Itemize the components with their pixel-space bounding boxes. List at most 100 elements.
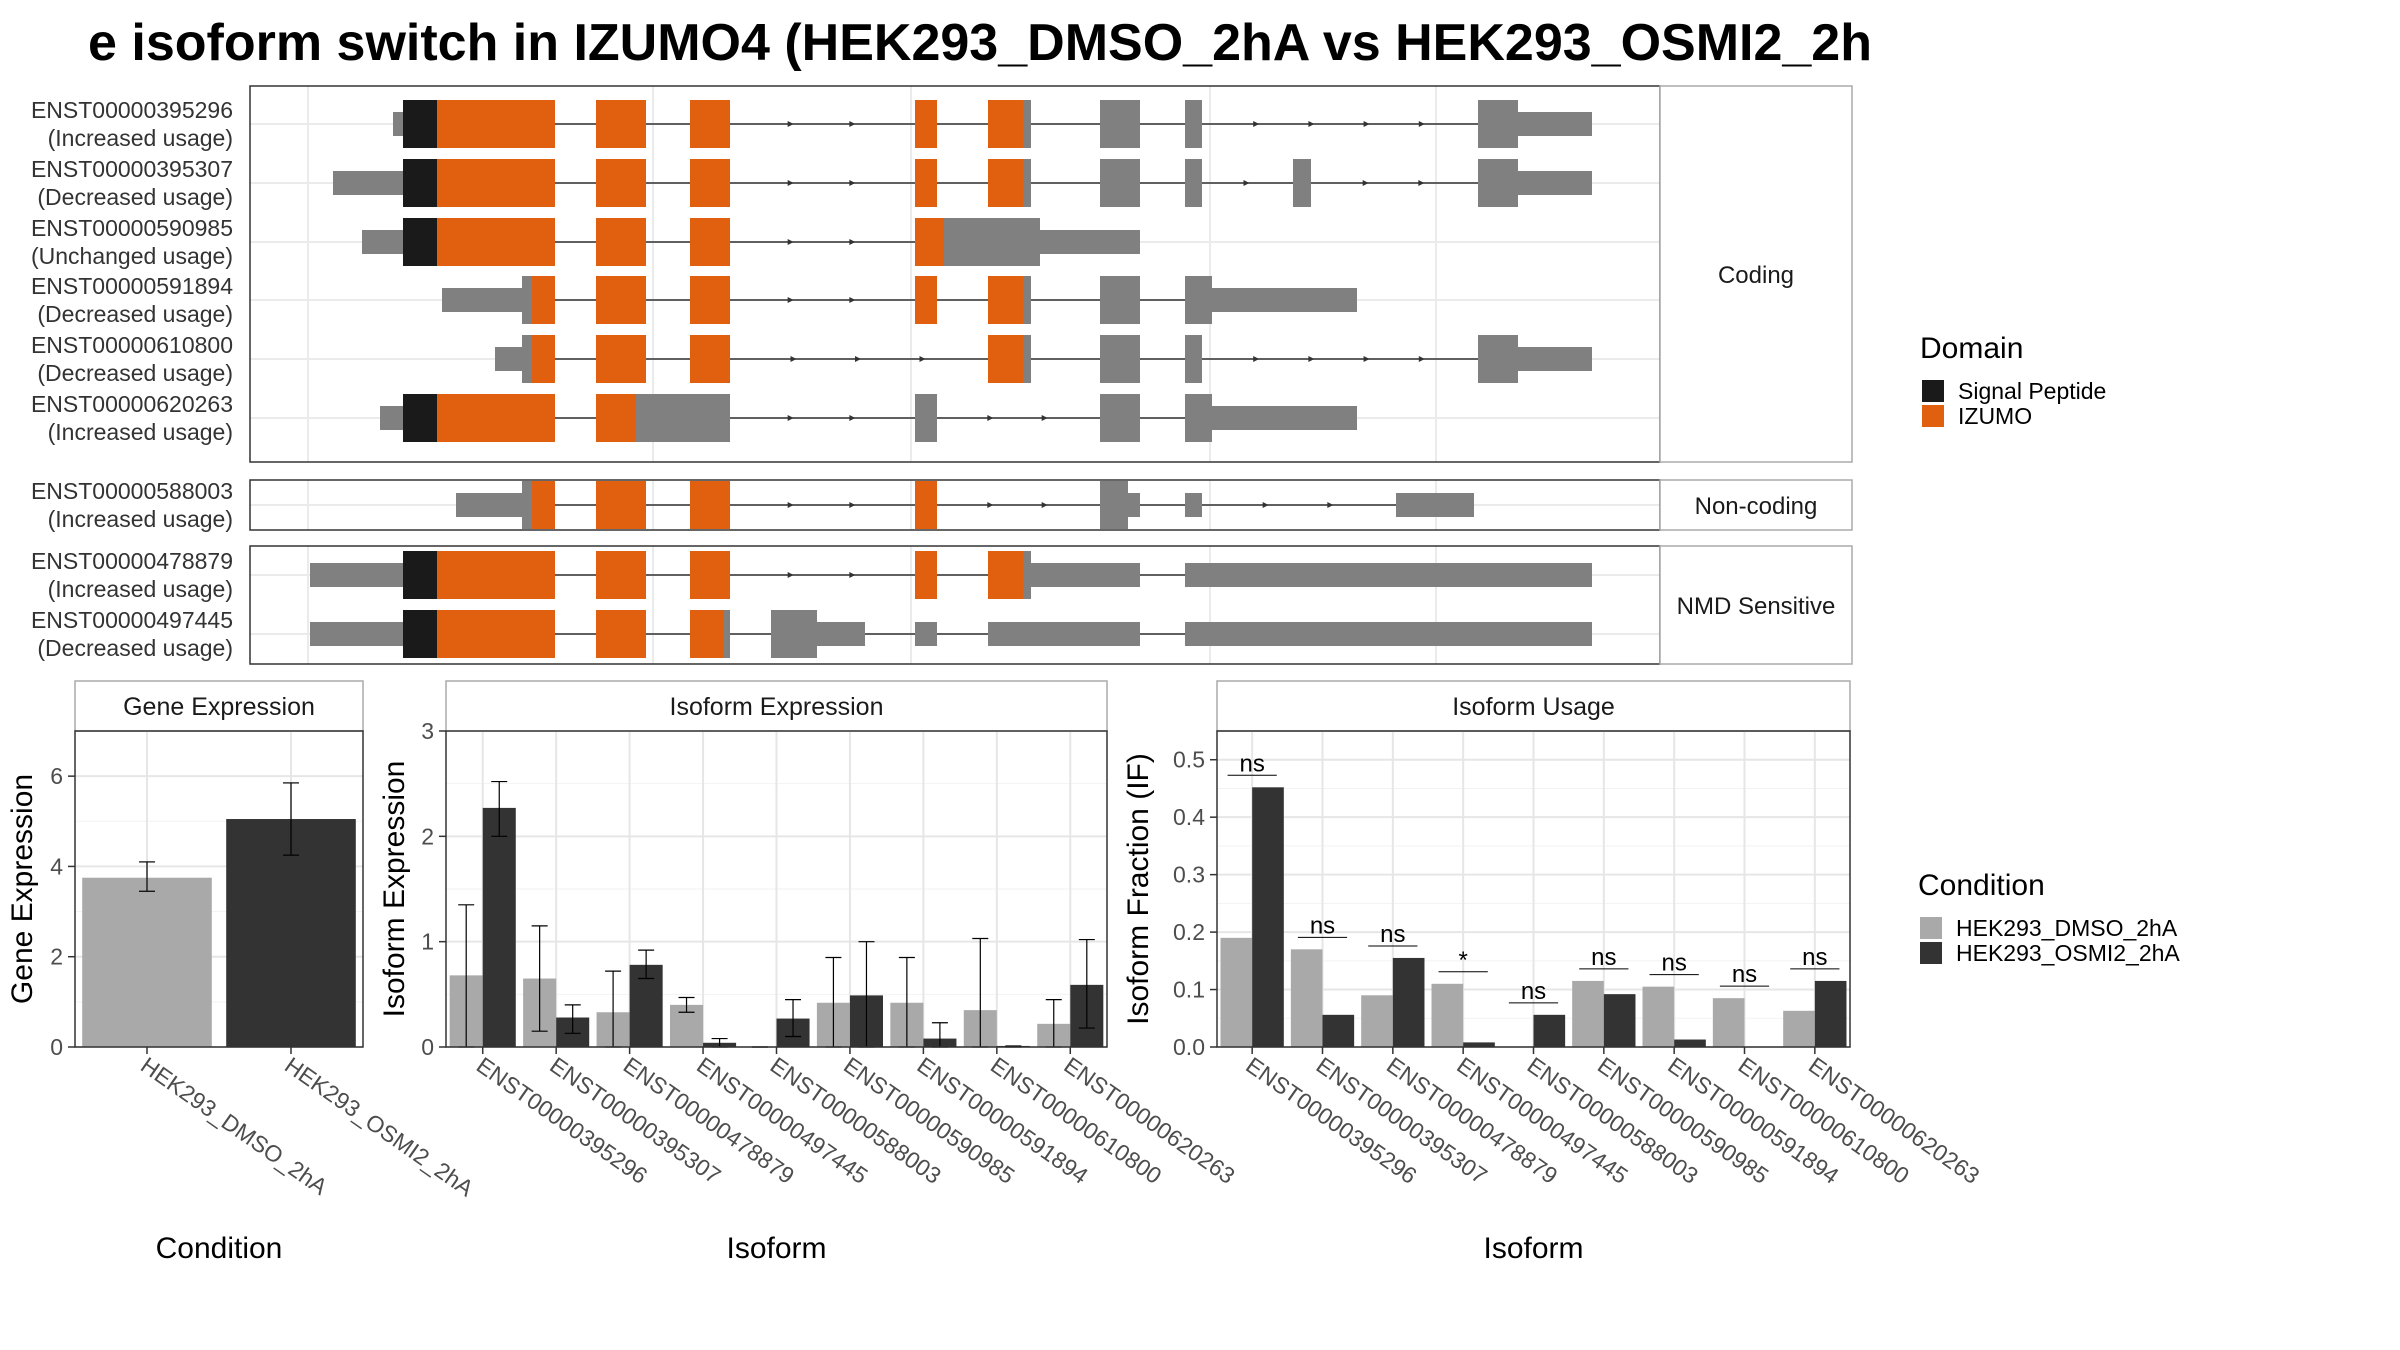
- exon-block: [437, 551, 555, 599]
- condition-legend-label: HEK293_DMSO_2hA: [1956, 915, 2178, 941]
- exon-block: [1185, 493, 1202, 517]
- significance-label: ns: [1310, 912, 1335, 939]
- exon-block: [437, 610, 555, 658]
- strand-arrow: [787, 121, 794, 127]
- significance-label: ns: [1661, 950, 1686, 977]
- strand-arrow: [1327, 502, 1334, 508]
- strand-arrow: [1362, 180, 1369, 186]
- strand-arrow: [1041, 502, 1048, 508]
- plot-border: [1216, 730, 1851, 1048]
- exon-block: [690, 218, 730, 266]
- exon-block: [532, 276, 555, 324]
- exon-block: [1023, 276, 1031, 324]
- y-tick-label: 2: [50, 944, 63, 970]
- exon-block: [596, 394, 636, 442]
- exon-block: [362, 230, 403, 254]
- figure-title-container: e isoform switch in IZUMO4 (HEK293_DMSO_…: [0, 6, 1872, 80]
- y-tick-label: 0.1: [1173, 977, 1205, 1003]
- exon-block: [1023, 159, 1031, 207]
- exon-block: [596, 218, 646, 266]
- strand-arrow: [787, 239, 794, 245]
- figure-title: e isoform switch in IZUMO4 (HEK293_DMSO_…: [88, 14, 1872, 72]
- exon-block: [1023, 100, 1031, 148]
- exon-block: [988, 551, 1023, 599]
- significance-label: ns: [1521, 978, 1546, 1005]
- strand-arrow: [1418, 356, 1425, 362]
- exon-block: [690, 335, 730, 383]
- y-tick-label: 1: [421, 929, 434, 955]
- exon-block: [988, 100, 1023, 148]
- transcript-model: [362, 218, 1140, 266]
- transcript-usage-label: (Increased usage): [48, 506, 233, 532]
- x-axis-title: Isoform: [726, 1232, 826, 1265]
- exon-block: [690, 481, 730, 529]
- exon-block: [403, 551, 437, 599]
- exon-block: [1396, 493, 1474, 517]
- significance-label: ns: [1239, 750, 1264, 777]
- strand-arrow: [849, 121, 856, 127]
- exon-block: [1100, 335, 1140, 383]
- condition-legend-swatch: [1920, 942, 1942, 964]
- strand-arrow: [1041, 415, 1048, 421]
- exon-block: [690, 100, 730, 148]
- strand-arrow: [787, 180, 794, 186]
- facet-strip: [1659, 545, 1853, 665]
- exon-block: [403, 218, 437, 266]
- y-tick-label: 0.2: [1173, 919, 1205, 945]
- domain-legend-title: Domain: [1920, 332, 2023, 365]
- y-tick-label: 0.4: [1173, 804, 1205, 830]
- exon-block: [442, 288, 522, 312]
- exon-block: [596, 481, 646, 529]
- bar: [1252, 787, 1284, 1047]
- exon-block: [988, 335, 1023, 383]
- strand-arrow: [1243, 180, 1250, 186]
- significance-label: ns: [1591, 944, 1616, 971]
- transcript-usage-label: (Increased usage): [48, 576, 233, 602]
- exon-block: [596, 159, 646, 207]
- bar: [1463, 1042, 1495, 1047]
- transcript-model: [393, 100, 1592, 148]
- bar: [1814, 980, 1847, 1047]
- structure-panel: [249, 479, 1853, 531]
- exon-block: [944, 218, 1040, 266]
- chart-title: Isoform Usage: [1452, 693, 1615, 721]
- strand-arrow: [849, 415, 856, 421]
- bar: [82, 877, 212, 1047]
- chart-title-strip: [1216, 680, 1851, 732]
- transcript-model: [442, 276, 1357, 324]
- exon-block: [1212, 288, 1357, 312]
- bar: [1361, 995, 1393, 1047]
- transcript-id-label: ENST00000591894: [31, 273, 233, 299]
- exon-block: [1100, 100, 1140, 148]
- facet-strip-label: Non-coding: [1695, 493, 1818, 520]
- strand-arrow: [919, 356, 926, 362]
- exon-block: [1100, 276, 1140, 324]
- bar: [1533, 1014, 1566, 1047]
- condition-legend-label: HEK293_OSMI2_2hA: [1956, 940, 2180, 966]
- exon-block: [532, 335, 555, 383]
- exon-block: [690, 610, 724, 658]
- transcript-usage-label: (Decreased usage): [37, 301, 233, 327]
- transcript-model: [310, 610, 1592, 658]
- chart-title: Gene Expression: [123, 693, 315, 721]
- transcript-model: [456, 481, 1474, 529]
- exon-block: [310, 563, 403, 587]
- chart-title-strip: [445, 680, 1108, 732]
- transcript-id-label: ENST00000588003: [31, 478, 233, 504]
- domain-legend-swatch: [1922, 405, 1944, 427]
- significance-label: ns: [1802, 944, 1827, 971]
- exon-block: [915, 481, 937, 529]
- strand-arrow: [849, 572, 856, 578]
- exon-block: [915, 218, 944, 266]
- exon-block: [915, 551, 937, 599]
- x-axis-title: Condition: [156, 1232, 283, 1265]
- strand-arrow: [987, 502, 994, 508]
- y-tick-label: 3: [421, 718, 434, 744]
- exon-block: [1518, 112, 1592, 136]
- strand-arrow: [787, 297, 794, 303]
- domain-legend-label: IZUMO: [1958, 403, 2032, 429]
- transcript-model: [380, 394, 1357, 442]
